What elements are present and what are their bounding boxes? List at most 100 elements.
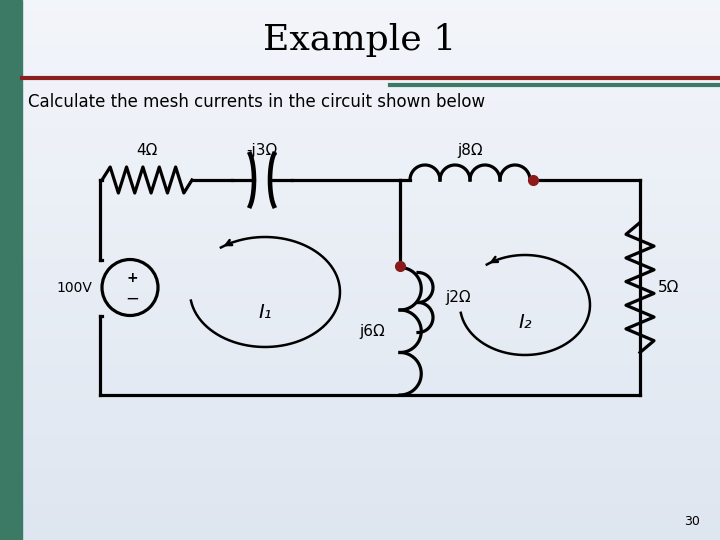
Bar — [0, 224, 720, 225]
Bar — [0, 494, 720, 495]
Bar — [0, 194, 720, 195]
Bar — [0, 92, 720, 93]
Bar — [0, 4, 720, 5]
Bar — [0, 362, 720, 363]
Bar — [0, 464, 720, 465]
Bar — [0, 190, 720, 191]
Bar — [0, 468, 720, 469]
Bar — [0, 255, 720, 256]
Bar — [0, 34, 720, 35]
Bar — [0, 421, 720, 422]
Bar — [0, 67, 720, 68]
Text: I₂: I₂ — [518, 314, 532, 333]
Bar — [0, 423, 720, 424]
Bar — [0, 98, 720, 99]
Bar — [0, 48, 720, 49]
Bar — [0, 0, 720, 1]
Bar — [0, 160, 720, 161]
Bar — [0, 317, 720, 318]
Bar — [0, 58, 720, 59]
Bar — [0, 128, 720, 129]
Bar — [0, 332, 720, 333]
Bar — [0, 518, 720, 519]
Bar — [0, 117, 720, 118]
Bar — [0, 11, 720, 12]
Bar — [0, 469, 720, 470]
Bar — [0, 213, 720, 214]
Bar — [0, 133, 720, 134]
Bar — [0, 407, 720, 408]
Bar — [0, 531, 720, 532]
Bar — [0, 334, 720, 335]
Bar — [0, 303, 720, 304]
Bar — [0, 222, 720, 223]
Bar — [0, 157, 720, 158]
Bar — [0, 431, 720, 432]
Bar — [0, 80, 720, 81]
Bar — [0, 323, 720, 324]
Bar — [0, 71, 720, 72]
Bar — [0, 264, 720, 265]
Bar — [0, 163, 720, 164]
Bar — [0, 367, 720, 368]
Bar — [0, 76, 720, 77]
Bar — [0, 72, 720, 73]
Bar — [0, 46, 720, 47]
Bar — [0, 450, 720, 451]
Bar — [0, 90, 720, 91]
Bar — [0, 307, 720, 308]
Bar — [0, 257, 720, 258]
Bar — [0, 220, 720, 221]
Bar — [0, 27, 720, 28]
Bar — [0, 260, 720, 261]
Bar — [0, 47, 720, 48]
Bar — [0, 338, 720, 339]
Bar — [0, 258, 720, 259]
Bar — [0, 316, 720, 317]
Bar — [0, 440, 720, 441]
Bar — [0, 268, 720, 269]
Bar — [0, 447, 720, 448]
Bar — [0, 104, 720, 105]
Bar — [0, 73, 720, 74]
Bar — [0, 387, 720, 388]
Bar — [0, 485, 720, 486]
Bar — [0, 30, 720, 31]
Bar — [0, 444, 720, 445]
Bar — [0, 53, 720, 54]
Bar — [0, 427, 720, 428]
Bar — [0, 476, 720, 477]
Bar — [0, 123, 720, 124]
Bar — [0, 141, 720, 142]
Bar — [0, 162, 720, 163]
Bar — [0, 81, 720, 82]
Bar — [0, 107, 720, 108]
Bar — [0, 481, 720, 482]
Bar — [0, 500, 720, 501]
Bar — [0, 361, 720, 362]
Bar — [0, 297, 720, 298]
Bar — [0, 267, 720, 268]
Bar — [0, 19, 720, 20]
Bar — [0, 112, 720, 113]
Bar — [0, 3, 720, 4]
Bar — [0, 127, 720, 128]
Bar — [0, 272, 720, 273]
Text: j8Ω: j8Ω — [457, 143, 483, 158]
Bar — [0, 432, 720, 433]
Bar — [0, 77, 720, 78]
Bar — [0, 381, 720, 382]
Bar — [0, 234, 720, 235]
Bar — [0, 473, 720, 474]
Bar — [0, 137, 720, 138]
Text: −: − — [125, 289, 139, 307]
Bar — [0, 166, 720, 167]
Bar — [0, 487, 720, 488]
Bar — [0, 534, 720, 535]
Bar — [0, 36, 720, 37]
Bar — [0, 241, 720, 242]
Bar — [0, 354, 720, 355]
Bar — [0, 211, 720, 212]
Bar — [0, 103, 720, 104]
Bar — [0, 376, 720, 377]
